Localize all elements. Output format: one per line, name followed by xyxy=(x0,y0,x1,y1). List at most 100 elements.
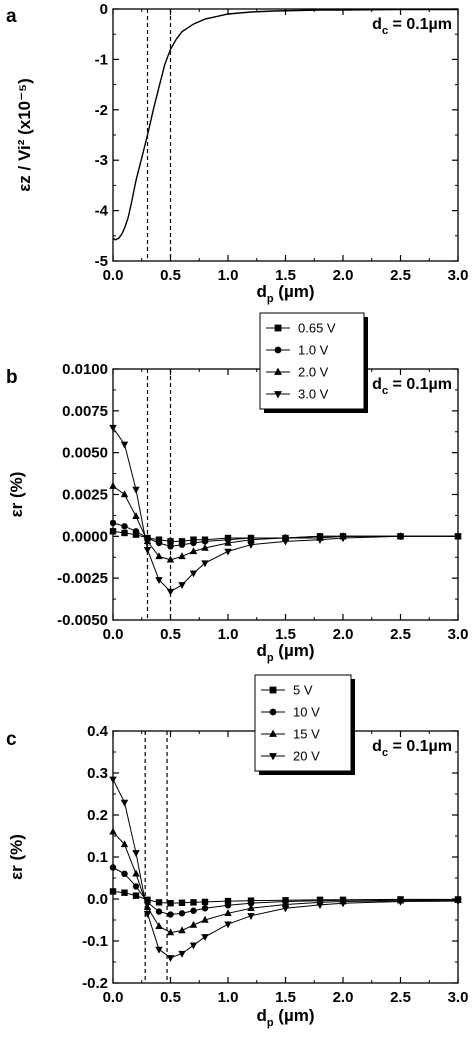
data-point xyxy=(132,531,140,538)
annotation-dc: dc = 0.1µm xyxy=(372,376,452,397)
series-line xyxy=(112,522,458,547)
legend-marker xyxy=(269,729,277,737)
plot-frame xyxy=(112,8,459,262)
data-point xyxy=(316,536,324,544)
x-tick-label: 1.5 xyxy=(275,989,296,1006)
x-tick-label: 2.5 xyxy=(390,989,411,1006)
x-tick-label: 1.0 xyxy=(218,267,239,284)
legend-label: 2.0 V xyxy=(298,365,329,380)
data-point xyxy=(155,908,163,915)
y-tick-label: 0.3 xyxy=(87,765,108,782)
legend-label: 5 V xyxy=(293,683,313,698)
x-axis-title: dp (µm) xyxy=(256,1006,314,1029)
data-point xyxy=(224,548,232,556)
annotation-dc-main: d xyxy=(372,16,382,33)
data-point xyxy=(247,542,255,549)
annotation-dc: dc = 0.1µm xyxy=(372,16,452,37)
data-point xyxy=(109,776,117,784)
series-line xyxy=(112,427,458,593)
y-tick-label: 0.0 xyxy=(87,891,108,908)
data-point xyxy=(132,486,140,494)
x-tick-label: 0.0 xyxy=(103,626,124,643)
panel-letter: a xyxy=(6,6,17,27)
x-tick-label: 1.5 xyxy=(275,626,296,643)
legend-marker xyxy=(269,686,277,694)
y-tick-label: 0 xyxy=(100,1,108,18)
y-tick-label: 0.0000 xyxy=(62,528,108,545)
data-point xyxy=(189,570,198,578)
series-line xyxy=(112,867,458,916)
annotation-dc-subscript: c xyxy=(382,25,388,37)
data-point xyxy=(189,942,198,950)
y-tick-label: 0.0025 xyxy=(62,487,108,504)
data-point xyxy=(109,827,117,835)
data-point xyxy=(190,907,197,914)
y-tick-label: 0.0050 xyxy=(62,445,108,462)
data-point xyxy=(281,900,290,908)
data-point xyxy=(166,555,175,563)
data-point xyxy=(166,955,175,962)
series-line xyxy=(112,779,459,959)
y-axis-title: εr (%) xyxy=(7,834,26,880)
data-point xyxy=(178,582,186,590)
data-point xyxy=(167,900,174,907)
data-point xyxy=(109,481,117,489)
x-axis-title-rest: (µm) xyxy=(274,641,315,660)
data-point xyxy=(155,539,163,547)
data-point xyxy=(224,909,232,916)
y-tick-label: -1 xyxy=(95,51,108,68)
data-point xyxy=(121,870,128,877)
data-point xyxy=(155,946,163,954)
data-point xyxy=(201,543,209,551)
panel-b: 0.0 0.5 1.0 1.5 2.0 2.5 3.0 0.0100 0.0075 0.0050 0… xyxy=(6,312,468,664)
y-tick-label: 0.0075 xyxy=(62,403,108,420)
data-point xyxy=(143,911,152,918)
x-tick-label: 0.0 xyxy=(103,267,124,284)
data-point xyxy=(120,799,129,807)
annotation-dc-subscript: c xyxy=(382,385,388,397)
data-point xyxy=(109,519,117,527)
legend-marker xyxy=(269,753,277,761)
data-point xyxy=(121,523,128,530)
x-tick-label: 0.5 xyxy=(160,267,181,284)
x-tick-label: 3.0 xyxy=(448,267,469,284)
x-axis-title-main: d xyxy=(256,641,266,660)
data-point xyxy=(178,538,186,545)
y-tick-label: -4 xyxy=(95,203,109,220)
data-point xyxy=(201,898,209,906)
data-point xyxy=(454,898,462,906)
legend-marker xyxy=(274,346,282,354)
series-line xyxy=(112,485,458,561)
data-point xyxy=(178,950,186,958)
data-point xyxy=(247,904,255,911)
data-point xyxy=(155,922,163,929)
data-point xyxy=(201,560,209,568)
y-tick-label: 0.1 xyxy=(87,849,108,866)
data-point xyxy=(396,898,405,906)
data-point xyxy=(247,535,255,543)
x-tick-label: 0.5 xyxy=(160,626,181,643)
x-tick-label: 1.5 xyxy=(275,267,296,284)
legend-label: 20 V xyxy=(293,749,320,764)
data-point xyxy=(281,538,290,546)
x-axis-title: dp (µm) xyxy=(256,282,314,305)
data-point xyxy=(109,424,117,432)
data-point xyxy=(247,913,255,920)
legend-marker xyxy=(274,367,282,375)
data-point xyxy=(178,910,186,917)
legend-marker xyxy=(274,324,282,332)
x-axis-title-subscript: p xyxy=(267,1017,274,1029)
x-tick-label: 2.0 xyxy=(333,989,354,1006)
y-tick-label: 0.2 xyxy=(87,807,108,824)
y-tick-label: -0.2 xyxy=(82,975,108,992)
data-point xyxy=(132,512,140,519)
x-tick-label: 2.5 xyxy=(390,626,411,643)
x-tick-label: 2.0 xyxy=(333,267,354,284)
x-tick-label: 2.0 xyxy=(333,626,354,643)
data-point xyxy=(281,905,290,913)
data-point xyxy=(132,528,140,535)
series-0 xyxy=(112,8,458,241)
data-point xyxy=(166,588,175,596)
legend-marker xyxy=(274,391,282,399)
y-tick-label: -3 xyxy=(95,152,108,169)
